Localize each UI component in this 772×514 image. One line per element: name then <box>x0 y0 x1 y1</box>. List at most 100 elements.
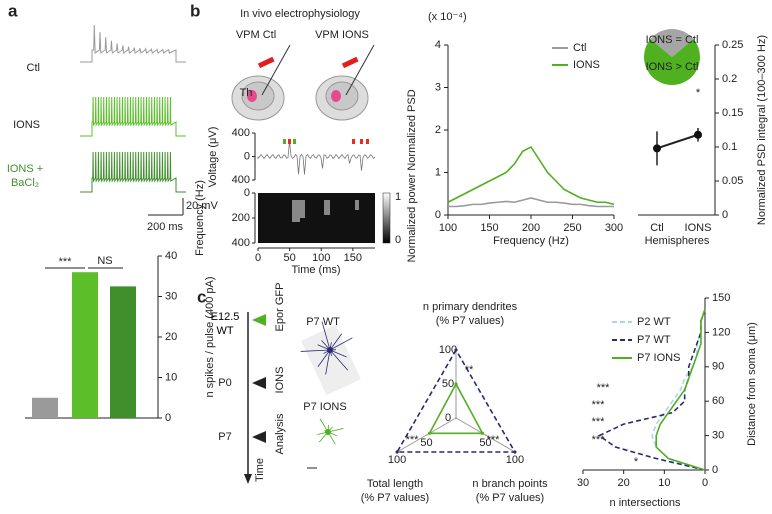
label: Th <box>240 87 253 99</box>
y-tick-label: 0 <box>712 464 718 476</box>
y-axis-label: Frequency (Hz) <box>194 180 206 256</box>
scale-label: 20 mV <box>186 200 218 212</box>
radar-point <box>395 450 399 454</box>
radar-polygon <box>428 382 484 435</box>
y-tick-label: 200 <box>232 212 250 224</box>
legend-label: P7 IONS <box>637 352 680 364</box>
radar-polygon <box>395 348 517 453</box>
series-line <box>447 145 615 206</box>
mouse-schematics <box>231 44 375 121</box>
tick-mark <box>425 434 428 436</box>
y-tick-label: 0.2 <box>722 73 737 85</box>
axis-title: (% P7 values) <box>361 492 429 504</box>
label: VPM Ctl <box>236 29 276 41</box>
point <box>694 130 702 139</box>
y-axis-label: Normalized PSD integral (100–300 Hz) <box>756 35 768 225</box>
spectrogram-blob <box>324 200 330 215</box>
pie-slice <box>650 29 694 57</box>
x-axis-label: Frequency (Hz) <box>493 235 569 247</box>
y-tick-label: 400 <box>232 174 250 186</box>
panel-label: c <box>197 287 206 306</box>
cell-label: P7 WT <box>306 316 340 328</box>
radar-point <box>454 348 458 352</box>
stage-label: P0 <box>218 377 231 389</box>
spike-marker <box>288 139 291 144</box>
spike-marker <box>283 139 286 144</box>
tick-label: 50 <box>442 378 454 390</box>
axis-title: Total length <box>367 478 423 490</box>
point <box>653 144 661 153</box>
brain <box>241 81 275 111</box>
annotation: *** <box>597 382 611 394</box>
annotation: * <box>696 87 701 99</box>
spike-marker <box>293 139 296 144</box>
trace <box>80 24 186 63</box>
pair-line <box>656 133 699 150</box>
x-tick-label: 250 <box>563 222 581 234</box>
event-label: Analysis <box>274 413 286 454</box>
y-tick-label: 0 <box>244 187 250 199</box>
spike-marker <box>360 139 363 144</box>
bar <box>110 286 136 418</box>
annotation: *** <box>592 416 606 428</box>
stage-label: P7 <box>218 431 231 443</box>
annotation: * <box>634 456 639 468</box>
y-tick-label: 10 <box>165 371 177 383</box>
x-tick-label: 20 <box>618 477 630 489</box>
y-tick-label: 0 <box>165 412 171 424</box>
stage-marker <box>252 431 266 443</box>
y-tick-label: 20 <box>165 331 177 343</box>
y-axis-label: n spikes / pulse (400 pA) <box>204 276 216 397</box>
trace-label-box: IONS + BaCl₂ <box>7 163 43 189</box>
axis-title: n primary dendrites <box>423 301 518 313</box>
y-tick-label: 30 <box>165 290 177 302</box>
x-tick-label: 0 <box>255 252 261 264</box>
thalamus <box>331 90 341 102</box>
tick-label: 100 <box>506 454 524 466</box>
x-tick-label: 50 <box>283 252 295 264</box>
x-tick-label: 30 <box>577 477 589 489</box>
legend-label: P7 WT <box>637 334 671 346</box>
radar-point <box>513 450 517 454</box>
y-tick-label: 0.25 <box>722 39 743 51</box>
axis-title: (% P7 values) <box>476 492 544 504</box>
tick-label: 50 <box>479 437 491 449</box>
y-tick-label: 90 <box>712 361 724 373</box>
y-tick-label: 0.15 <box>722 107 743 119</box>
annotation: NS <box>97 255 112 267</box>
y-tick-label: 0 <box>435 209 441 221</box>
slice-label: IONS = Ctl <box>646 34 699 46</box>
probe <box>257 56 275 69</box>
y-tick-label: 2 <box>435 124 441 136</box>
trace-label: IONS <box>13 119 40 131</box>
y-axis-label: Distance from soma (μm) <box>746 322 758 446</box>
y-tick-label: 60 <box>712 395 724 407</box>
event-label: Epor GFP <box>274 283 286 332</box>
y-tick-label: 0 <box>244 150 250 162</box>
panel-label: b <box>190 1 200 20</box>
x-axis-label: n intersections <box>610 497 681 509</box>
annotation: *** <box>59 256 73 268</box>
y-tick-label: 30 <box>712 430 724 442</box>
y-tick-label: 40 <box>165 250 177 262</box>
x-tick-label: 10 <box>658 477 670 489</box>
colorbar-tick: 1 <box>395 191 401 203</box>
trace <box>80 96 186 137</box>
annotation: *** <box>487 434 501 446</box>
soma <box>327 347 333 353</box>
radar-point <box>427 431 432 435</box>
y-axis-label: Normalized PSD <box>406 89 418 170</box>
colorbar-tick: 0 <box>395 234 401 246</box>
trace <box>80 151 186 193</box>
slice-outline <box>301 324 361 396</box>
legend-label: IONS <box>573 59 600 71</box>
panel-label: a <box>8 1 18 20</box>
y-tick-label: 150 <box>712 292 730 304</box>
trace-label: Ctl <box>27 62 40 74</box>
y-tick-label: 0.05 <box>722 175 743 187</box>
x-tick-label: 100 <box>439 222 457 234</box>
neuron-drawing <box>300 321 353 375</box>
axis-title: n branch points <box>472 478 548 490</box>
tick-mark <box>484 434 487 436</box>
